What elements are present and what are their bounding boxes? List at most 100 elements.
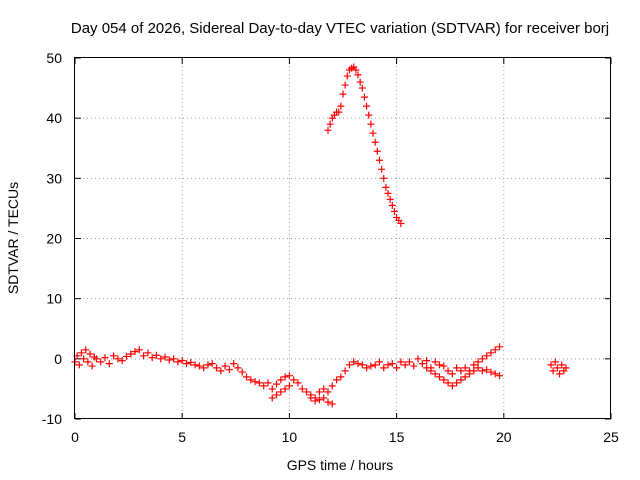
data-point-s3-5 xyxy=(558,361,566,369)
data-point-s2-18 xyxy=(363,102,371,110)
data-point-s1-27 xyxy=(491,370,499,378)
y-tick-label: 0 xyxy=(54,351,62,367)
data-point-s0-5 xyxy=(82,346,90,354)
data-point-s0-16 xyxy=(118,357,126,365)
data-point-s0-83 xyxy=(405,358,413,366)
data-point-s1-14 xyxy=(435,373,443,381)
plot-frame xyxy=(74,57,611,419)
data-point-s1-22 xyxy=(470,367,478,375)
x-tick-label: 0 xyxy=(71,429,79,445)
data-point-s0-33 xyxy=(191,361,199,369)
data-point-s1-17 xyxy=(448,382,456,390)
data-point-s1-6 xyxy=(311,397,319,405)
data-point-s2-5 xyxy=(335,108,343,116)
data-point-s0-48 xyxy=(255,379,263,387)
data-point-s0-47 xyxy=(251,378,259,386)
data-point-s0-93 xyxy=(448,370,456,378)
data-point-s0-38 xyxy=(213,364,221,372)
data-point-s3-3 xyxy=(553,364,561,372)
data-point-s0-21 xyxy=(140,352,148,360)
x-tick-label: 10 xyxy=(282,429,298,445)
data-point-s2-23 xyxy=(373,147,381,155)
data-point-s0-12 xyxy=(101,354,109,362)
data-point-s0-86 xyxy=(418,360,426,368)
data-point-s0-98 xyxy=(470,361,478,369)
data-point-s0-82 xyxy=(401,361,409,369)
data-point-s0-55 xyxy=(285,372,293,380)
data-point-s2-16 xyxy=(358,84,366,92)
data-point-s0-31 xyxy=(182,360,190,368)
data-point-s0-3 xyxy=(77,349,85,357)
data-point-s0-20 xyxy=(135,346,143,354)
data-point-s0-51 xyxy=(268,385,276,393)
data-point-s0-49 xyxy=(260,382,268,390)
data-point-s0-13 xyxy=(105,360,113,368)
data-point-s0-26 xyxy=(161,353,169,361)
data-point-s0-19 xyxy=(131,348,139,356)
data-point-s2-27 xyxy=(382,183,390,191)
y-axis-label: SDTVAR / TECUs xyxy=(5,182,21,294)
data-point-s0-14 xyxy=(110,352,118,360)
y-tick-label: 30 xyxy=(46,170,62,186)
data-point-s0-68 xyxy=(341,367,349,375)
data-point-s1-26 xyxy=(487,368,495,376)
data-point-s2-20 xyxy=(367,120,375,128)
data-point-s2-21 xyxy=(369,129,377,137)
data-point-s0-7 xyxy=(86,350,94,358)
data-point-s0-15 xyxy=(114,355,122,363)
data-point-s0-84 xyxy=(410,362,418,370)
data-point-s0-94 xyxy=(453,364,461,372)
data-point-s1-23 xyxy=(474,364,482,372)
y-tick-label: 10 xyxy=(46,291,62,307)
y-tick-label: -10 xyxy=(42,411,62,427)
data-point-s2-14 xyxy=(354,71,362,79)
data-point-s1-18 xyxy=(453,379,461,387)
data-point-s0-41 xyxy=(225,366,233,374)
data-point-s2-8 xyxy=(341,81,349,89)
data-point-s0-23 xyxy=(148,354,156,362)
data-point-s0-87 xyxy=(423,357,431,365)
data-point-s2-13 xyxy=(352,66,360,74)
data-point-s0-71 xyxy=(354,360,362,368)
data-point-s0-66 xyxy=(333,376,341,384)
data-point-s0-85 xyxy=(414,355,422,363)
data-point-s0-29 xyxy=(174,358,182,366)
data-point-s1-21 xyxy=(465,370,473,378)
data-point-s0-42 xyxy=(230,360,238,368)
x-tick-label: 15 xyxy=(389,429,405,445)
data-point-s0-34 xyxy=(195,362,203,370)
data-point-s0-4 xyxy=(80,355,88,363)
data-point-s2-30 xyxy=(388,201,396,209)
grid-lines xyxy=(75,58,611,419)
data-point-s0-58 xyxy=(298,385,306,393)
data-point-s0-77 xyxy=(380,364,388,372)
x-tick-label: 25 xyxy=(603,429,619,445)
data-point-s1-7 xyxy=(315,396,323,404)
data-point-s0-30 xyxy=(178,357,186,365)
data-point-s0-39 xyxy=(217,367,225,375)
data-point-s0-81 xyxy=(397,358,405,366)
data-point-s0-25 xyxy=(157,355,165,363)
data-point-s0-59 xyxy=(303,388,311,396)
data-point-s2-6 xyxy=(337,102,345,110)
x-axis-label: GPS time / hours xyxy=(287,457,394,473)
data-point-s0-99 xyxy=(474,358,482,366)
data-point-s0-28 xyxy=(170,355,178,363)
data-point-s1-11 xyxy=(423,364,431,372)
data-point-s2-34 xyxy=(397,219,405,227)
data-point-s0-46 xyxy=(247,376,255,384)
data-point-s2-19 xyxy=(365,111,373,119)
data-point-s0-53 xyxy=(277,376,285,384)
data-point-s2-26 xyxy=(380,174,388,182)
data-point-s0-75 xyxy=(371,361,379,369)
data-point-s3-4 xyxy=(556,370,564,378)
data-point-s0-67 xyxy=(337,373,345,381)
data-point-s0-56 xyxy=(290,376,298,384)
data-point-s1-5 xyxy=(307,394,315,402)
data-point-s1-0 xyxy=(268,394,276,402)
data-point-s1-25 xyxy=(483,366,491,374)
data-point-s0-32 xyxy=(187,358,195,366)
data-point-s0-40 xyxy=(221,362,229,370)
data-point-s0-54 xyxy=(281,373,289,381)
